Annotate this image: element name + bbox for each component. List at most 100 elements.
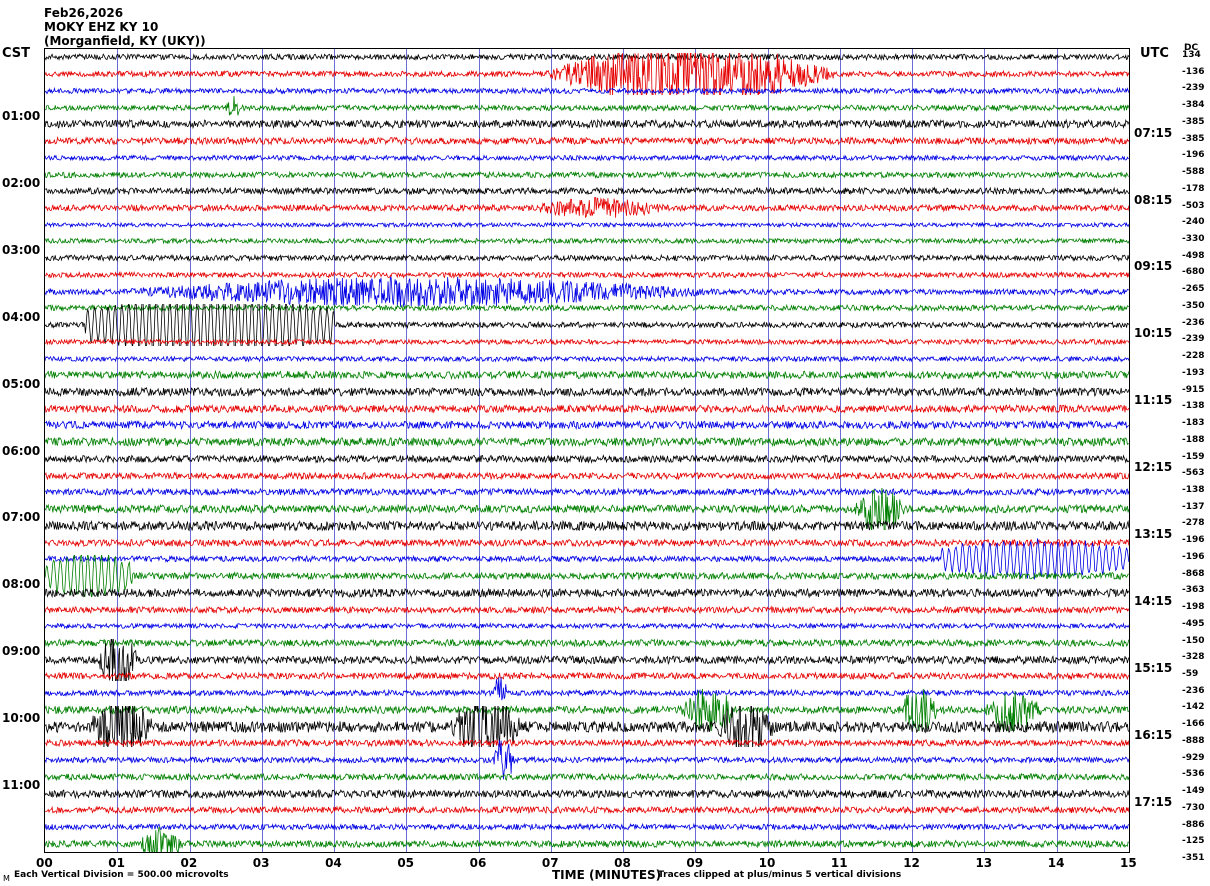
right-time-label: 16:15	[1134, 727, 1173, 742]
x-tick-label: 13	[975, 856, 993, 870]
right-time-label: 17:15	[1134, 794, 1173, 809]
trace-row	[45, 572, 1129, 614]
x-tick-label: 08	[614, 856, 631, 870]
dc-value-label: -138	[1182, 484, 1205, 495]
dc-value-label: -730	[1182, 802, 1205, 813]
dc-value-label: -239	[1182, 83, 1205, 94]
dc-value-label: -136	[1182, 66, 1205, 77]
x-tick-label: 02	[180, 856, 198, 870]
right-time-label: 08:15	[1134, 192, 1173, 207]
x-tick-label: 06	[469, 856, 487, 870]
footer-scale-note: Each Vertical Division = 500.00 microvol…	[14, 870, 229, 880]
right-time-label: 14:15	[1134, 594, 1173, 609]
left-time-label: 07:00	[2, 510, 41, 525]
dc-value-label: -196	[1182, 535, 1205, 546]
trace-row	[45, 271, 1129, 313]
trace-path	[45, 805, 1129, 815]
trace-row	[45, 589, 1129, 631]
dc-value-label: -196	[1182, 150, 1205, 161]
trace-row	[45, 321, 1129, 363]
grid-line-minute-10	[767, 49, 769, 852]
dc-value-label: -178	[1182, 183, 1205, 194]
trace-path	[45, 153, 1129, 162]
dc-value-label: -503	[1182, 200, 1205, 211]
trace-path	[45, 738, 1129, 748]
dc-value-label: -385	[1182, 133, 1205, 144]
right-time-label: 07:15	[1134, 125, 1173, 140]
dc-value-label: -137	[1182, 501, 1205, 512]
seismogram-plot	[44, 48, 1130, 853]
trace-row	[45, 739, 1129, 781]
trace-path	[45, 454, 1129, 464]
dc-value-label: -680	[1182, 267, 1205, 278]
left-time-label: 02:00	[2, 175, 41, 190]
trace-row	[45, 756, 1129, 798]
grid-line-minute-7	[550, 49, 552, 852]
x-tick-label: 12	[903, 856, 920, 870]
header-station: MOKY EHZ KY 10	[44, 20, 159, 34]
dc-value-label: -183	[1182, 418, 1205, 429]
grid-line-minute-6	[478, 49, 480, 852]
trace-row	[45, 421, 1129, 463]
x-tick-label: 00	[36, 856, 53, 870]
dc-value-label: -196	[1182, 551, 1205, 562]
footer-clip-note: Traces clipped at plus/minus 5 vertical …	[658, 870, 902, 880]
dc-value-label: -193	[1182, 367, 1205, 378]
x-tick-label: 11	[830, 856, 848, 870]
trace-path	[45, 95, 1129, 116]
trace-row	[45, 388, 1129, 430]
dc-value-label: -239	[1182, 334, 1205, 345]
trace-row	[45, 705, 1129, 748]
trace-path	[45, 403, 1129, 414]
trace-path	[45, 304, 1129, 346]
trace-path	[45, 788, 1129, 799]
trace-path	[45, 638, 1129, 681]
trace-row	[45, 220, 1129, 262]
left-time-label: 09:00	[2, 644, 41, 659]
grid-line-minute-14	[1056, 49, 1058, 852]
trace-row	[45, 103, 1129, 145]
grid-line-minute-5	[406, 49, 408, 852]
dc-value-label: -588	[1182, 167, 1205, 178]
trace-row	[45, 773, 1129, 815]
grid-line-minute-9	[695, 49, 697, 852]
dc-value-label: -886	[1182, 819, 1205, 830]
grid-line-minute-2	[189, 49, 191, 852]
trace-path	[45, 386, 1129, 398]
trace-row	[45, 53, 1129, 95]
trace-row	[45, 789, 1129, 831]
dc-value-label: -495	[1182, 618, 1205, 629]
trace-row	[45, 622, 1129, 664]
dc-value-label: -915	[1182, 384, 1205, 395]
trace-row	[45, 605, 1129, 647]
x-tick-label: 10	[758, 856, 776, 870]
dc-value-label: -563	[1182, 468, 1205, 479]
dc-value-label: -150	[1182, 635, 1205, 646]
left-time-label: 01:00	[2, 108, 41, 123]
trace-path	[45, 370, 1129, 381]
trace-row	[45, 338, 1129, 380]
trace-row	[45, 70, 1129, 112]
trace-path	[45, 197, 1129, 219]
trace-path	[45, 471, 1129, 481]
x-tick-label: 03	[252, 856, 270, 870]
right-time-label: 10:15	[1134, 326, 1173, 341]
grid-line-minute-8	[623, 49, 625, 852]
dc-value-label: -198	[1182, 602, 1205, 613]
trace-path	[45, 487, 1129, 497]
trace-path	[45, 436, 1129, 448]
trace-row	[45, 655, 1129, 697]
dc-value-label: -384	[1182, 100, 1205, 111]
x-tick-label: 09	[686, 856, 704, 870]
left-time-label: 10:00	[2, 711, 41, 726]
trace-path	[45, 519, 1129, 532]
trace-path	[45, 186, 1129, 196]
right-time-label: 12:15	[1134, 460, 1173, 475]
trace-row	[45, 49, 1129, 78]
trace-row	[45, 488, 1129, 530]
trace-row	[45, 538, 1129, 580]
trace-path	[45, 638, 1129, 648]
x-axis-title: TIME (MINUTES)	[552, 868, 662, 882]
trace-row	[45, 187, 1129, 229]
